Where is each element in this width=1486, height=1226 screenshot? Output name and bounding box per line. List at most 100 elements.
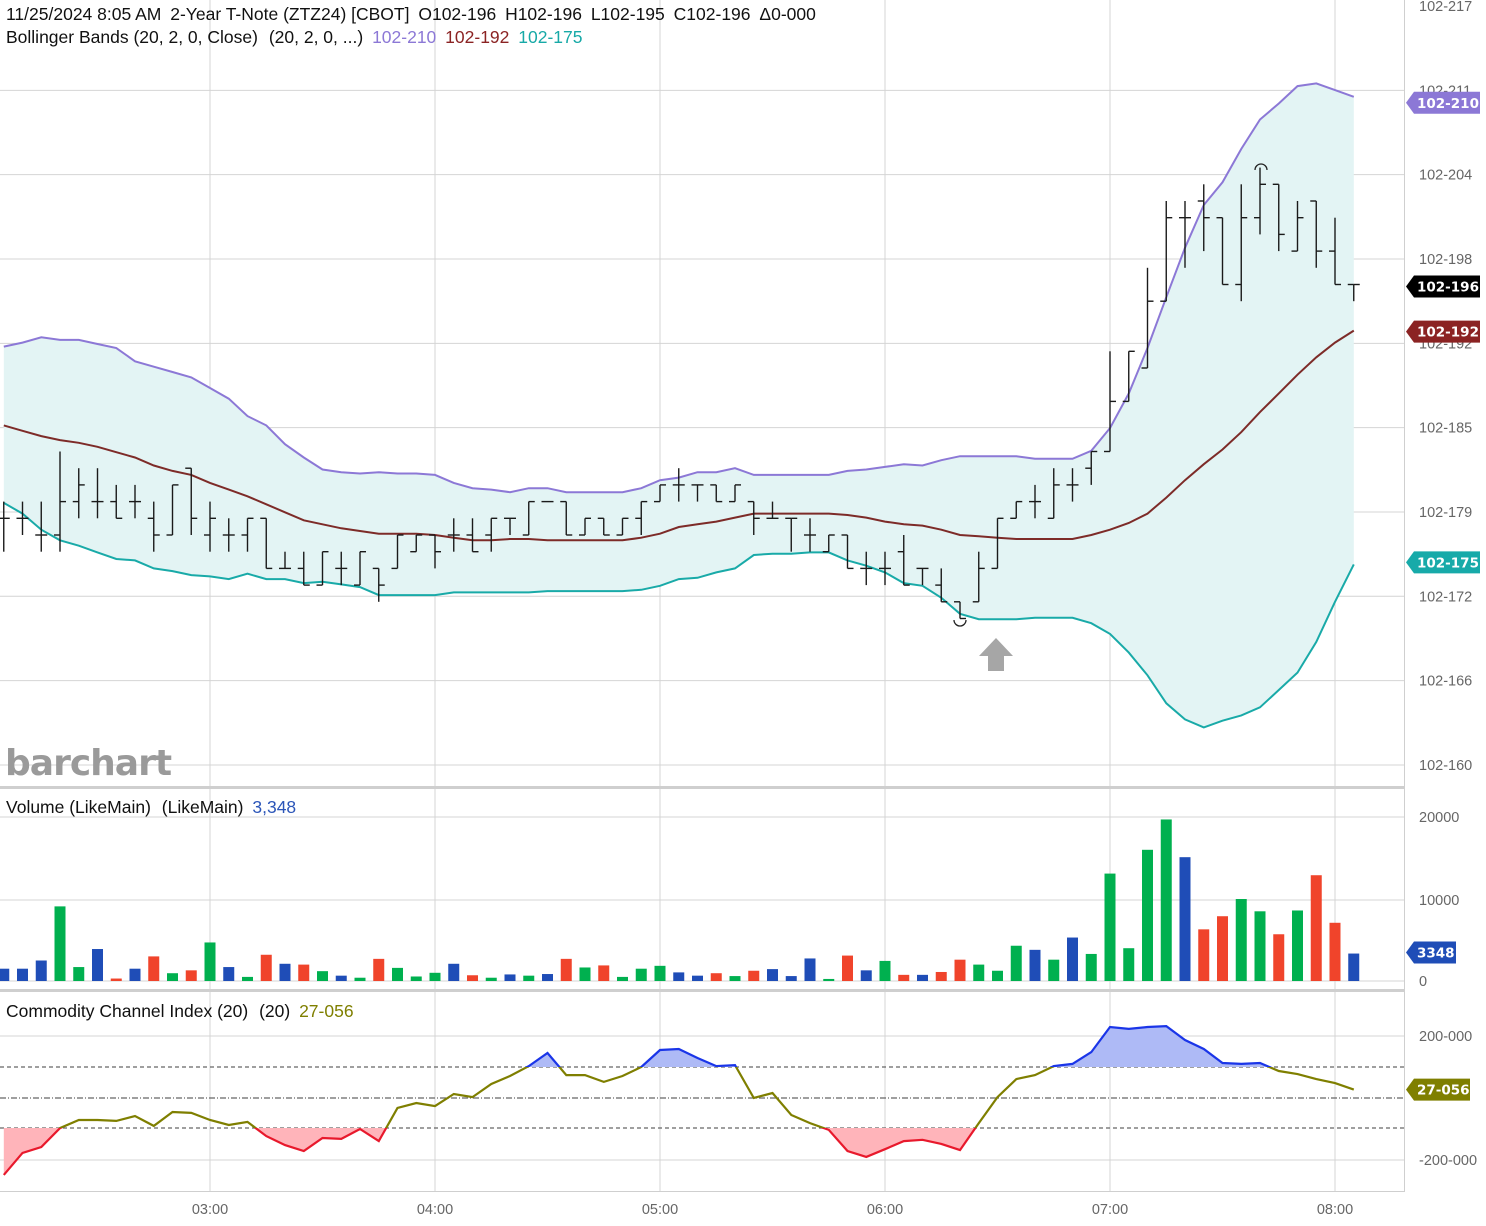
ohlc-bar xyxy=(35,501,48,552)
volume-bar xyxy=(35,960,47,981)
ohlc-bar xyxy=(316,551,329,586)
ohlc-bar xyxy=(972,551,985,603)
volume-bar xyxy=(148,956,160,981)
middle-band-marker-text: 102-192 xyxy=(1417,325,1479,341)
volume-axis-label: 10000 xyxy=(1419,893,1459,909)
bollinger-band-fill xyxy=(3,83,1354,728)
ohlc-bar xyxy=(691,484,704,502)
volume-bar xyxy=(335,975,347,981)
price-axis-label: 102-166 xyxy=(1419,674,1472,690)
volume-bar xyxy=(485,977,497,981)
bollinger-upper-value: 102-210 xyxy=(372,27,436,47)
lower-band-marker-text: 102-175 xyxy=(1417,555,1479,571)
time-axis-label: 03:00 xyxy=(192,1202,228,1218)
last-price-marker-text: 102-196 xyxy=(1417,280,1479,296)
ohlc-bar xyxy=(1310,200,1323,268)
volume-bar xyxy=(17,968,28,981)
volume-bar xyxy=(1123,948,1135,981)
volume-legend[interactable]: Volume (LikeMain) (LikeMain) 3,348 xyxy=(6,797,296,817)
cci-line-overbought xyxy=(524,1024,1273,1067)
volume-bar xyxy=(1348,953,1360,981)
volume-bar xyxy=(560,958,572,981)
price-axis-label: 102-204 xyxy=(1419,168,1472,184)
volume-bar xyxy=(73,967,85,981)
ohlc-bar xyxy=(485,517,498,552)
middle-band-marker: 102-192 xyxy=(1406,320,1480,343)
ohlc-bar xyxy=(110,484,123,519)
ohlc-bar xyxy=(635,500,648,535)
ohlc-bar xyxy=(560,500,573,536)
ohlc-bar xyxy=(672,468,685,502)
bollinger-params: (20, 2, 0, ...) xyxy=(269,27,363,47)
ohlc-bar xyxy=(354,551,366,586)
ohlc-bar xyxy=(391,534,404,570)
ohlc-bar xyxy=(429,534,441,569)
volume-label: Volume (LikeMain) xyxy=(6,797,151,817)
ohlc-bar xyxy=(1085,450,1098,485)
time-axis-label: 04:00 xyxy=(417,1202,453,1218)
ohlc-bar xyxy=(504,517,516,535)
buy-signal-arrow-up-icon[interactable] xyxy=(979,638,1013,671)
volume-bar xyxy=(298,964,310,981)
ohlc-bar xyxy=(1122,350,1135,403)
ohlc-bar xyxy=(466,518,479,553)
volume-bar xyxy=(410,976,422,981)
time-axis-label: 07:00 xyxy=(1092,1202,1128,1218)
ohlc-bar xyxy=(860,551,873,586)
ohlc-bar xyxy=(222,518,235,552)
volume-bar xyxy=(1010,945,1022,981)
price-axis-label: 102-160 xyxy=(1419,758,1472,774)
volume-bar xyxy=(860,970,872,981)
volume-axis-label: 20000 xyxy=(1419,810,1459,826)
ohlc-bar xyxy=(16,501,29,535)
cci-label: Commodity Channel Index (20) xyxy=(6,1001,248,1021)
volume-bar xyxy=(223,967,235,981)
ohlc-bar xyxy=(447,518,460,552)
volume-bar xyxy=(992,970,1003,981)
ohlc-bar xyxy=(1104,351,1116,453)
bollinger-legend[interactable]: Bollinger Bands (20, 2, 0, Close) (20, 2… xyxy=(6,27,583,47)
price-axis-label: 102-172 xyxy=(1419,589,1472,605)
ohlc-bar xyxy=(1254,167,1266,235)
volume-bar xyxy=(448,963,460,981)
quote-header: 11/25/2024 8:05 AM 2-Year T-Note (ZTZ24)… xyxy=(6,4,816,24)
ohlc-bar xyxy=(372,567,385,602)
instrument-name: 2-Year T-Note (ZTZ24) [CBOT] xyxy=(170,4,409,24)
volume-bar xyxy=(1029,949,1041,981)
ohlc-bar xyxy=(1272,183,1285,252)
pane-divider-volume[interactable] xyxy=(0,786,1404,789)
ohlc-bar xyxy=(0,501,10,552)
volume-bar xyxy=(710,973,722,981)
volume-bar xyxy=(767,969,778,981)
volume-bar xyxy=(729,976,741,981)
volume-bar xyxy=(523,975,535,981)
volume-bar xyxy=(879,960,891,981)
barchart-watermark-logo: barchart xyxy=(5,743,172,784)
ohlc-bar xyxy=(916,567,929,586)
bollinger-middle-value: 102-192 xyxy=(445,27,509,47)
volume-bar xyxy=(579,967,591,981)
cci-value: 27-056 xyxy=(299,1001,354,1021)
volume-bar xyxy=(542,974,553,981)
axis-value-markers: 102-210 102-196 102-192 102-175 3348 27-… xyxy=(1406,91,1480,1101)
cci-legend[interactable]: Commodity Channel Index (20) (20) 27-056 xyxy=(6,1001,354,1021)
volume-bar xyxy=(129,968,141,981)
ohlc-bar xyxy=(54,451,66,552)
ohlc-bar xyxy=(522,500,535,536)
low-value: L102-195 xyxy=(591,4,665,24)
volume-bar xyxy=(54,906,66,981)
volume-bar xyxy=(1254,911,1266,981)
ohlc-bar xyxy=(166,484,179,536)
bollinger-lower-line xyxy=(3,502,1355,729)
pane-divider-cci[interactable] xyxy=(0,989,1404,992)
price-axis-label: 102-185 xyxy=(1419,421,1472,437)
volume-bar xyxy=(167,973,178,981)
time-axis-label: 05:00 xyxy=(642,1202,678,1218)
volume-bar xyxy=(1160,819,1172,981)
price-axis-label: 102-179 xyxy=(1419,505,1472,521)
volume-bar xyxy=(1273,934,1285,981)
volume-bar xyxy=(1329,922,1341,981)
change-value: Δ0-000 xyxy=(759,4,816,24)
volume-bar xyxy=(804,958,816,981)
